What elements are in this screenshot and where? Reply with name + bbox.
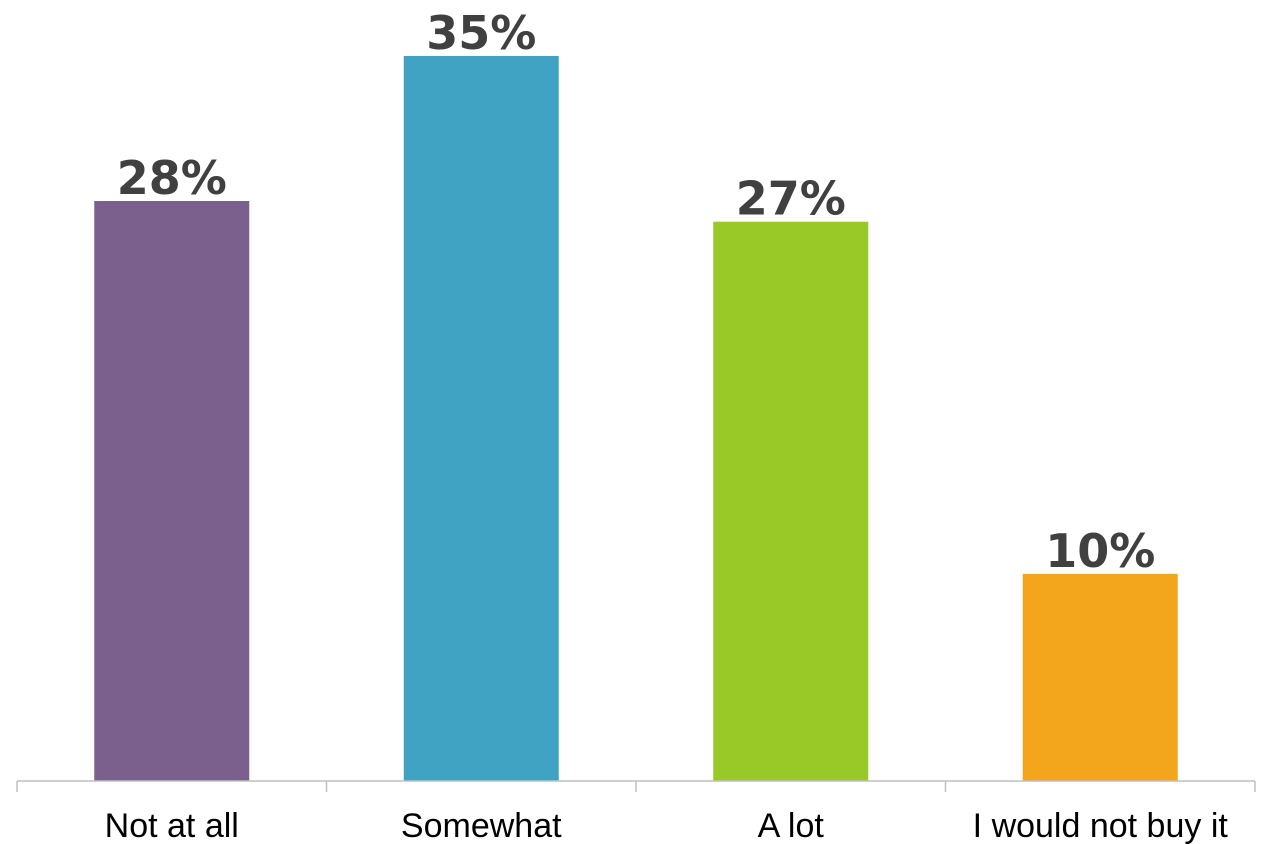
category-label-0: Not at all [105, 807, 239, 844]
bar-3 [1022, 573, 1178, 781]
category-label-1: Somewhat [401, 807, 562, 844]
data-label-3: 10% [1045, 524, 1155, 578]
data-label-1: 35% [426, 6, 536, 60]
bars-group [94, 56, 1178, 781]
data-label-2: 27% [736, 172, 846, 226]
x-axis [16, 780, 1256, 792]
bar-1 [403, 56, 559, 781]
category-labels-group: Not at all Somewhat A lot I would not buy i… [105, 807, 1229, 844]
data-labels-group: 28% 35% 27% 10% [117, 6, 1156, 578]
data-label-0: 28% [117, 151, 227, 205]
bar-2 [713, 221, 869, 781]
category-label-2: A lot [758, 807, 825, 844]
category-label-3: I would not buy it [973, 807, 1229, 844]
bar-0 [94, 201, 250, 781]
